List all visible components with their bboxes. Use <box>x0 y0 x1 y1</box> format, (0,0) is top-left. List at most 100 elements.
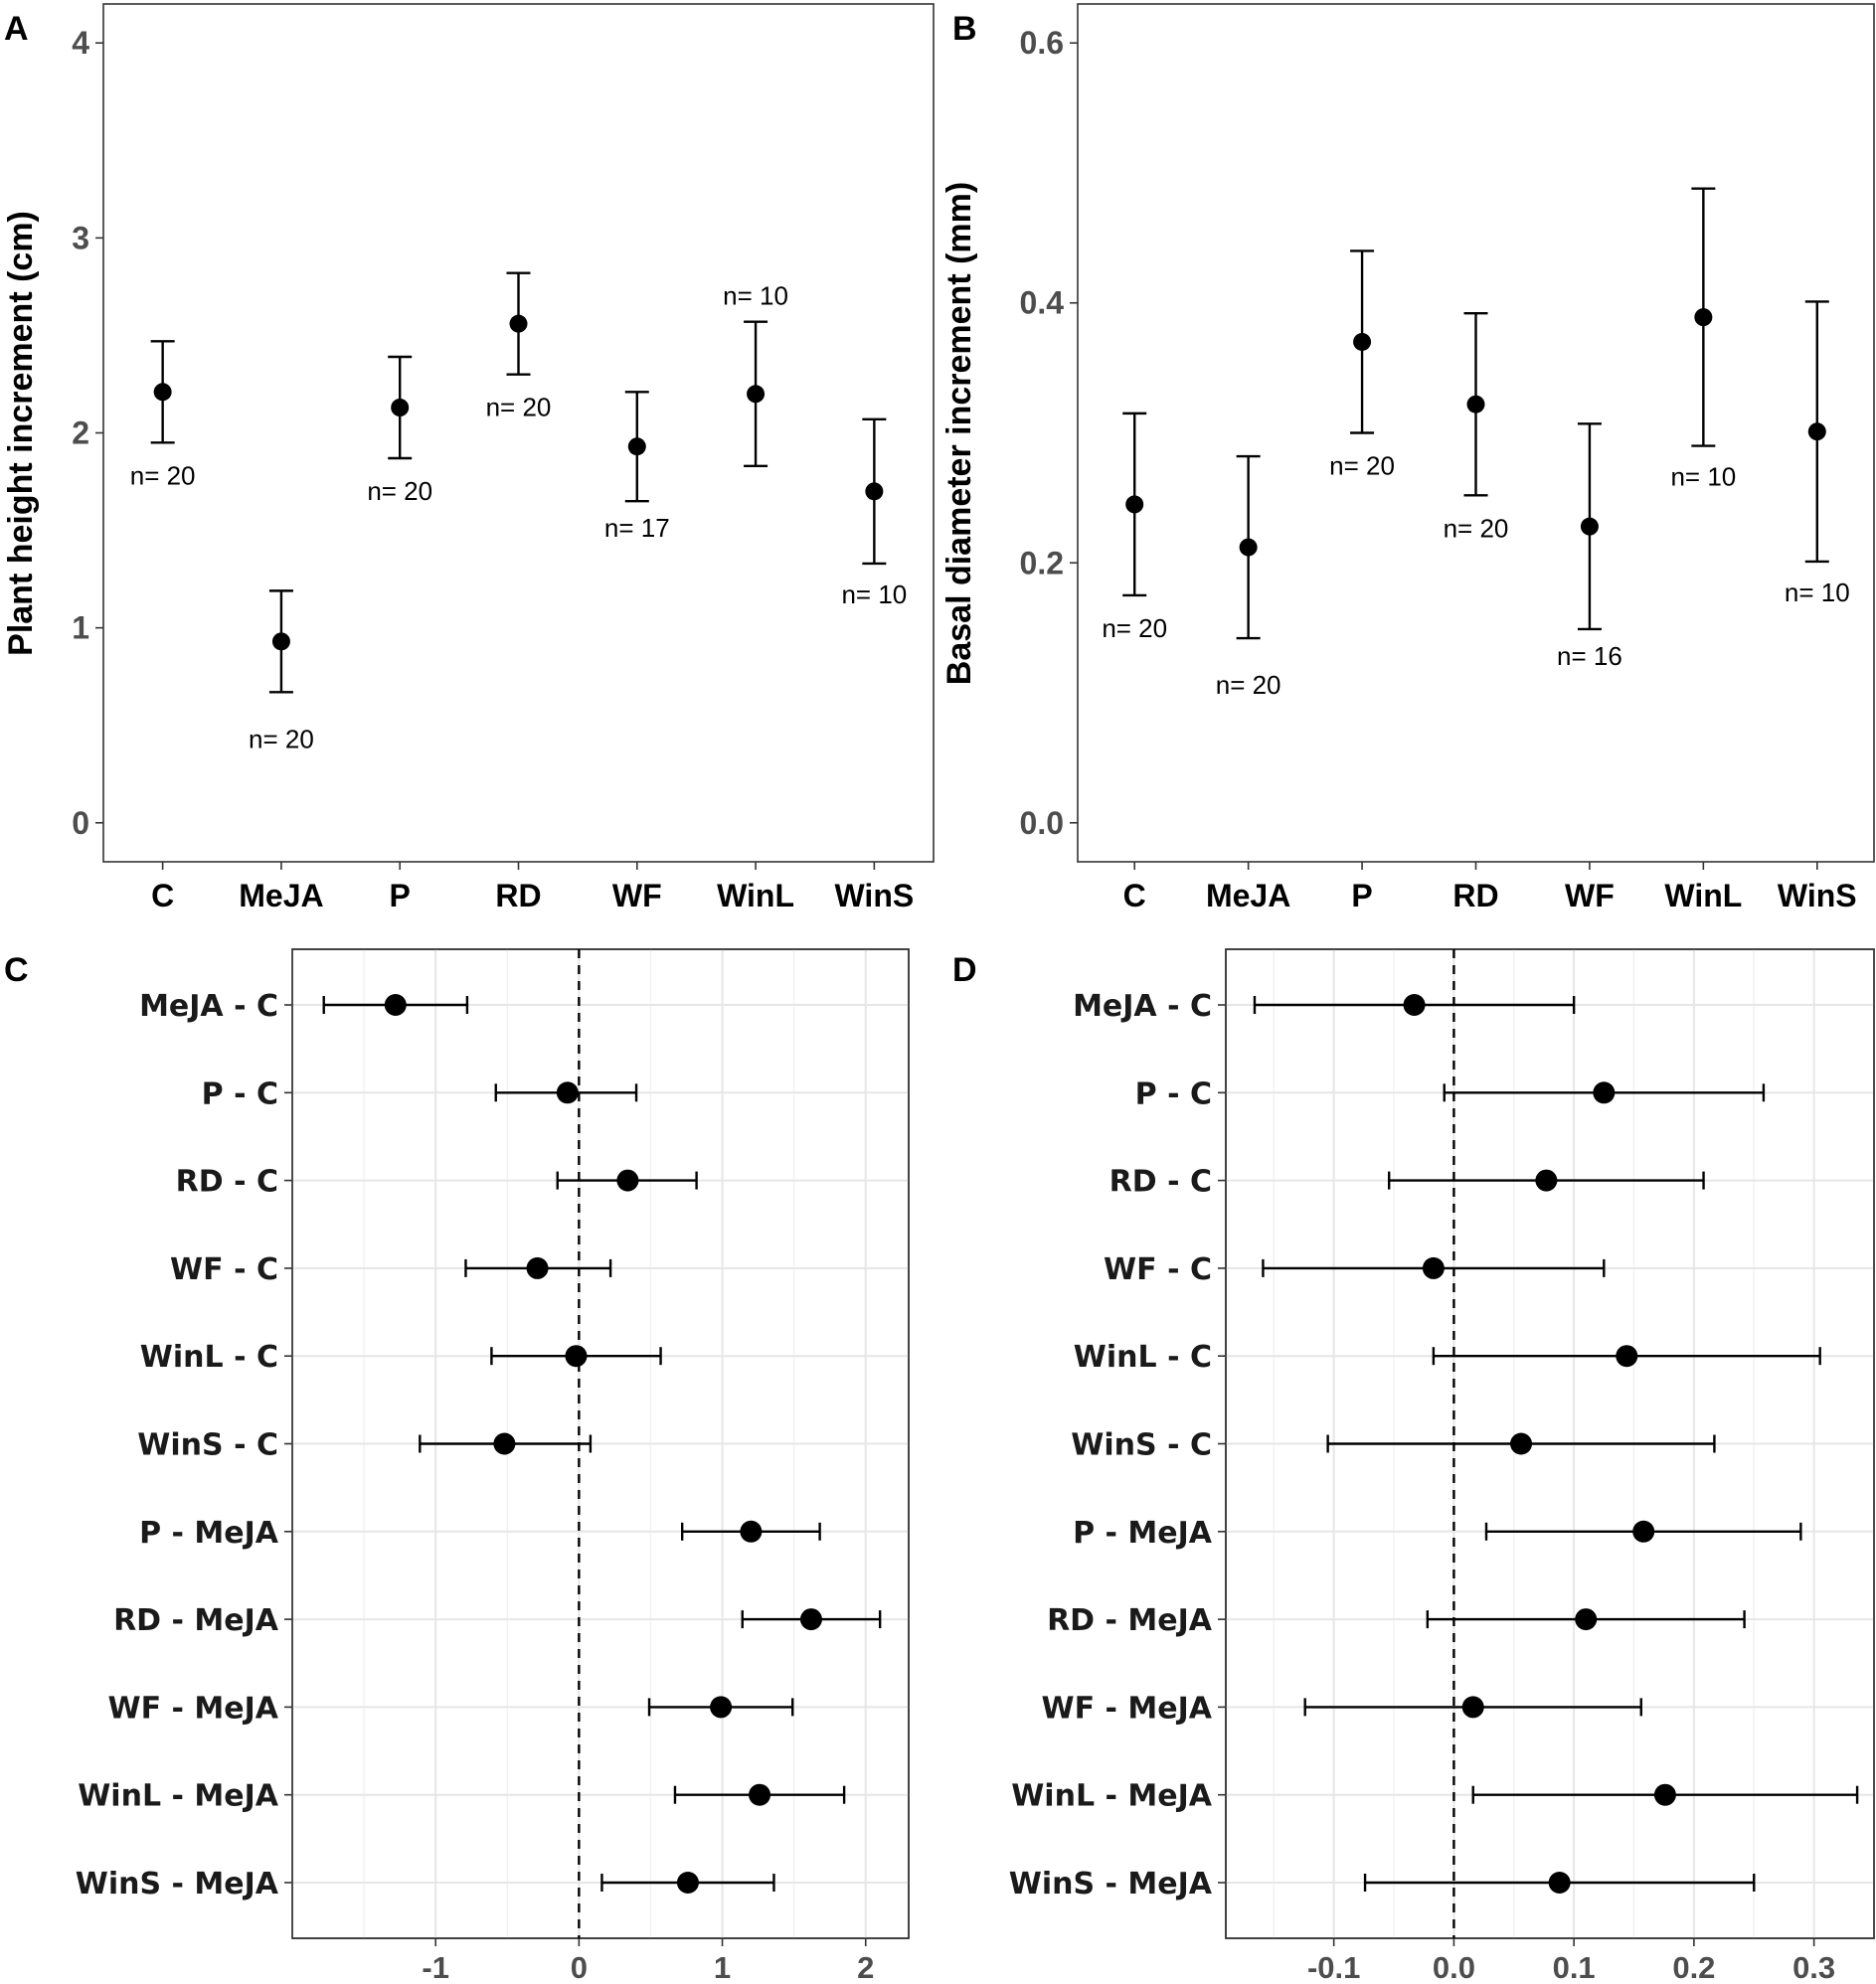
sample-size-label: n= 20 <box>1216 670 1281 700</box>
comparison-label: MeJA - C <box>1073 989 1212 1024</box>
mean-point <box>865 482 884 501</box>
estimate-point <box>616 1169 639 1192</box>
mean-point <box>1580 517 1599 536</box>
plot-frame <box>102 3 935 863</box>
mean-point <box>153 383 172 402</box>
sample-size-label: n= 17 <box>604 513 670 543</box>
sample-size-label: n= 16 <box>1557 641 1622 671</box>
sample-size-label: n= 10 <box>841 579 907 609</box>
comparison-label: RD - C <box>1109 1165 1212 1200</box>
estimate-point <box>565 1345 588 1368</box>
y-axis-title: Plant height increment (cm) <box>2 211 40 656</box>
mean-point <box>1125 495 1144 514</box>
sample-size-label: n= 20 <box>1444 513 1509 543</box>
mean-point <box>747 385 766 404</box>
estimate-point <box>1653 1783 1676 1806</box>
comparison-label: WinS - C <box>137 1428 278 1463</box>
y-axis-title: Basal diameter increment (mm) <box>940 182 978 685</box>
sample-size-label: n= 20 <box>1329 451 1395 481</box>
sample-size-label: n= 20 <box>367 476 432 506</box>
sample-size-label: n= 20 <box>249 724 314 753</box>
mean-point <box>1466 395 1485 413</box>
comparison-label: WF - C <box>170 1252 278 1287</box>
panel-letter: B <box>952 10 977 48</box>
comparison-label: P - MeJA <box>1073 1516 1213 1551</box>
estimate-point <box>710 1696 733 1719</box>
x-tick-label: WinL <box>717 878 794 913</box>
x-tick-label: WF <box>1565 878 1615 913</box>
x-tick-label: WinL <box>1664 878 1742 913</box>
x-tick-label: WF <box>612 878 662 913</box>
estimate-point <box>1461 1696 1484 1719</box>
x-tick-label: C <box>151 878 174 913</box>
x-tick-label: RD <box>495 878 541 913</box>
comparison-label: WinL - MeJA <box>78 1779 279 1814</box>
comparison-label: RD - MeJA <box>113 1603 279 1638</box>
sample-size-label: n= 20 <box>486 393 552 422</box>
x-tick-label: P <box>390 878 411 913</box>
y-tick-label: 0.2 <box>1020 545 1064 580</box>
x-tick-label: 0.0 <box>1433 1950 1475 1984</box>
panel-c: C -1 0 1 2 MeJA - C P - C RD - C WF - C WinL - C W… <box>4 948 910 1984</box>
y-tick-label: 0.6 <box>1020 25 1064 61</box>
comparison-label: RD - MeJA <box>1047 1603 1213 1638</box>
x-tick-label: C <box>1123 878 1146 913</box>
panel-letter: D <box>952 951 977 989</box>
y-tick-label: 0 <box>72 805 89 841</box>
x-tick-label: 0.3 <box>1792 1950 1835 1984</box>
sample-size-label: n= 10 <box>1670 462 1736 492</box>
estimate-point <box>676 1872 699 1894</box>
x-tick-label: RD <box>1452 878 1498 913</box>
y-tick-label: 4 <box>72 25 89 61</box>
x-tick-label: 0.1 <box>1553 1950 1596 1984</box>
x-tick-label: MeJA <box>239 878 323 913</box>
estimate-point <box>1632 1520 1655 1543</box>
estimate-point <box>749 1783 771 1806</box>
comparison-label: WinS - MeJA <box>1009 1867 1213 1901</box>
estimate-point <box>1575 1608 1598 1631</box>
comparison-label: P - MeJA <box>139 1516 279 1551</box>
comparison-label: WF - C <box>1104 1252 1212 1287</box>
x-tick-label: 0.2 <box>1672 1950 1715 1984</box>
estimate-point <box>1510 1432 1533 1455</box>
mean-point <box>509 314 528 333</box>
y-tick-label: 0.4 <box>1020 285 1065 321</box>
estimate-point <box>1548 1872 1571 1894</box>
estimate-point <box>1535 1169 1558 1192</box>
panel-a: A 0 1 2 3 4 Plant height increment (cm) C MeJA P R… <box>2 3 935 913</box>
sample-size-label: n= 10 <box>1785 578 1850 607</box>
comparison-label: P - C <box>1135 1076 1212 1111</box>
comparison-label: WF - MeJA <box>107 1691 278 1726</box>
comparison-label: WinS - MeJA <box>76 1867 279 1901</box>
x-tick-label: WinS <box>1778 878 1857 913</box>
estimate-point <box>1422 1256 1445 1279</box>
y-tick-label: 2 <box>72 415 89 451</box>
comparison-label: P - C <box>202 1076 278 1111</box>
x-tick-label: 1 <box>714 1950 731 1984</box>
estimate-point <box>493 1432 516 1455</box>
comparison-label: WinS - C <box>1071 1428 1212 1463</box>
sample-size-label: n= 20 <box>1102 613 1167 643</box>
x-tick-label: -1 <box>422 1950 449 1984</box>
estimate-point <box>1593 1081 1616 1104</box>
y-tick-label: 3 <box>72 220 89 255</box>
x-tick-label: MeJA <box>1206 878 1290 913</box>
estimate-point <box>526 1256 549 1279</box>
mean-point <box>627 437 646 456</box>
comparison-label: MeJA - C <box>139 989 278 1024</box>
x-tick-label: -0.1 <box>1307 1950 1360 1984</box>
estimate-point <box>556 1081 579 1104</box>
mean-point <box>1239 538 1258 557</box>
panel-b: B 0.0 0.2 0.4 0.6 Basal diameter increment (m… <box>940 3 1875 913</box>
estimate-point <box>384 994 407 1016</box>
x-tick-label: 0 <box>571 1950 588 1984</box>
mean-point <box>1353 332 1372 351</box>
comparison-label: RD - C <box>176 1165 278 1200</box>
x-tick-label: P <box>1351 878 1372 913</box>
comparison-label: WinL - C <box>140 1340 278 1375</box>
sample-size-label: n= 20 <box>130 460 196 490</box>
estimate-point <box>740 1520 763 1543</box>
y-tick-label: 0.0 <box>1020 805 1064 841</box>
y-tick-label: 1 <box>72 610 89 646</box>
panel-d: D -0.1 0.0 0.1 0.2 0.3 MeJA - C P - C RD - C WF -… <box>952 948 1875 1984</box>
